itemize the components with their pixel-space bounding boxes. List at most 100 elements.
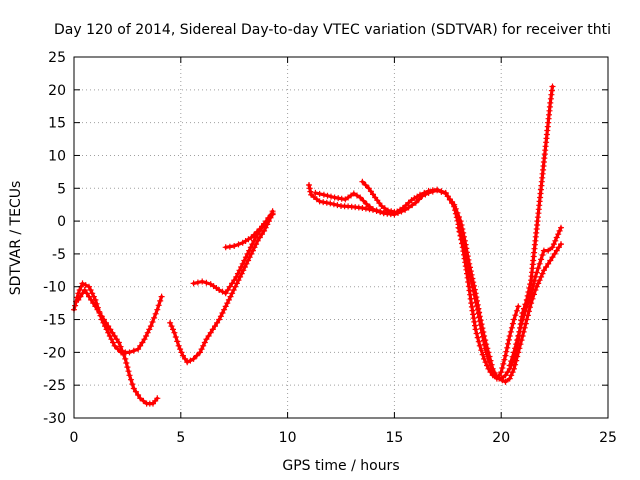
series-track-1 [71,280,165,356]
data-point [488,365,495,372]
data-point [350,190,357,197]
data-point [312,189,319,196]
data-point [549,254,556,261]
data-point [444,193,451,200]
data-point [475,310,482,317]
data-point [460,243,467,250]
y-tick-label: 15 [48,116,66,132]
data-point [545,247,552,254]
data-point [487,362,494,369]
data-series [71,83,564,407]
data-point [170,326,176,333]
data-point [553,247,560,254]
data-point [90,300,97,307]
data-point [538,273,545,280]
data-point [167,319,174,326]
data-point [168,323,175,330]
data-point [306,182,312,188]
data-point [231,243,238,249]
data-point [502,378,509,385]
data-point [446,196,453,203]
data-point [549,83,556,90]
data-point [479,329,485,336]
data-point [130,347,137,354]
data-point [187,357,194,364]
data-point [512,345,519,352]
data-point [316,198,323,205]
data-point [527,281,534,288]
data-point [117,343,124,350]
data-point [115,339,122,346]
data-point [366,203,373,210]
data-point [483,349,490,356]
data-point [478,347,485,354]
data-point [556,227,563,234]
data-point [320,191,327,198]
data-point [203,336,210,343]
data-point [539,252,546,258]
data-point [175,342,182,349]
data-point [490,369,497,376]
data-point [540,267,547,274]
data-point [327,200,334,207]
data-point [538,256,545,263]
data-point [316,190,323,197]
data-point [480,337,487,344]
data-point [357,194,364,201]
series-line [307,183,531,381]
data-point [552,237,559,244]
x-tick-label: 25 [599,430,617,446]
data-point [172,334,179,340]
data-point [246,247,253,254]
data-point [79,280,86,287]
data-point [515,303,522,310]
data-point [543,264,550,270]
data-point [471,291,478,298]
data-point [532,273,539,280]
y-tick-label: 25 [48,50,66,66]
data-point [135,392,142,398]
data-point [479,351,486,358]
data-point [412,199,419,206]
data-point [466,269,473,276]
data-point [82,282,89,289]
data-point [367,188,374,195]
data-point [506,362,513,369]
data-point [476,314,483,321]
data-point [550,241,557,248]
data-point [473,299,480,306]
data-point [463,255,470,261]
data-point [456,228,463,235]
data-point [555,244,562,251]
data-point [459,240,466,246]
data-point [535,265,542,272]
data-point [506,333,513,339]
data-point [233,273,240,280]
y-tick-label: -25 [43,378,66,394]
data-point [378,203,385,209]
y-tick-label: -10 [43,280,66,296]
series-track-6 [306,182,532,382]
data-point [512,361,519,368]
data-point [200,342,207,349]
data-point [221,306,228,313]
data-point [558,241,564,248]
data-point [481,355,488,362]
data-point [141,336,148,343]
data-point [323,199,330,206]
data-point [505,336,512,343]
data-point [247,244,254,251]
data-point [472,326,479,333]
data-point [334,202,341,209]
data-point [454,217,461,224]
data-point [72,302,79,309]
data-point [511,316,517,323]
data-point [473,303,480,309]
data-point [462,251,469,258]
data-point [508,358,515,365]
data-point [479,333,486,340]
x-tick-label: 20 [492,430,510,446]
data-point [197,349,203,356]
data-point [81,287,88,293]
data-point [449,200,456,207]
